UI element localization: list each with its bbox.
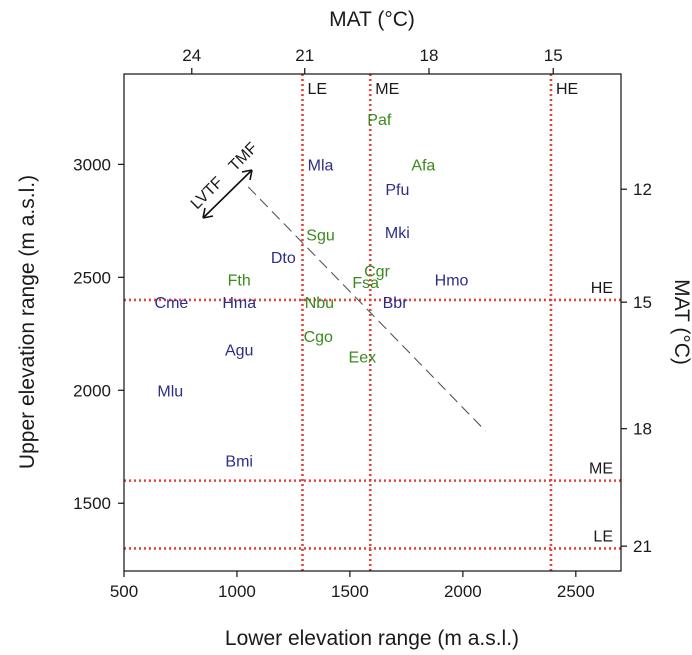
point-label: Fth xyxy=(228,273,251,290)
point-label: Mlu xyxy=(157,383,183,400)
point-label: Afa xyxy=(411,157,435,174)
right-tick-label: 15 xyxy=(633,293,652,312)
top-axis-title: MAT (°C) xyxy=(329,8,415,31)
gradient-left-label: LVTF xyxy=(188,174,227,213)
point-label: Sgu xyxy=(306,227,334,244)
zone-lines: LE ME HE HE ME LE xyxy=(124,74,621,571)
data-points: Mla Pfu Mki Dto Hmo Cme Hma Bbr Agu Mlu Bmi Paf Afa S… xyxy=(155,112,469,470)
plot-frame xyxy=(123,73,622,572)
zone-label-vertical: ME xyxy=(375,81,399,98)
zone-label-vertical: LE xyxy=(307,81,327,98)
right-tick-label: 12 xyxy=(633,180,652,199)
top-tick-label: 24 xyxy=(182,46,201,65)
gradient-right-label: TMF xyxy=(226,139,261,174)
point-label: Cgr xyxy=(364,264,390,281)
zone-label-horizontal: LE xyxy=(593,528,613,545)
point-label: Agu xyxy=(225,343,253,360)
point-label: Paf xyxy=(367,112,392,129)
axes: 500 1000 1500 2000 2500 1500 2000 2500 3000 24 21 1… xyxy=(73,46,652,601)
point-label: Hmo xyxy=(435,273,469,290)
x-axis-title: Lower elevation range (m a.s.l.) xyxy=(225,627,519,650)
zone-label-horizontal: ME xyxy=(589,461,613,478)
y-tick-label: 3000 xyxy=(73,155,111,174)
point-label: Mki xyxy=(385,225,410,242)
gradient-dashed-line xyxy=(247,186,486,432)
x-tick-label: 1000 xyxy=(218,582,256,601)
y-tick-label: 1500 xyxy=(73,494,111,513)
top-tick-label: 15 xyxy=(544,46,563,65)
y-axis-title: Upper elevation range (m a.s.l.) xyxy=(16,175,39,469)
point-label: Bbr xyxy=(383,295,409,312)
arrow-head-right-icon xyxy=(241,169,253,181)
x-tick-label: 1500 xyxy=(331,582,369,601)
right-tick-label: 18 xyxy=(633,420,652,439)
right-tick-label: 21 xyxy=(633,537,652,556)
x-tick-label: 2000 xyxy=(444,582,482,601)
point-label: Hma xyxy=(222,295,256,312)
point-label: Bmi xyxy=(225,453,253,470)
point-label: Nbu xyxy=(305,295,334,312)
y-tick-label: 2500 xyxy=(73,268,111,287)
y-tick-label: 2000 xyxy=(73,381,111,400)
point-label: Cme xyxy=(155,295,189,312)
point-label: Cgo xyxy=(304,329,333,346)
point-label: Eex xyxy=(349,349,377,366)
zone-label-vertical: HE xyxy=(556,81,578,98)
right-axis-title: MAT (°C) xyxy=(670,279,692,365)
point-label: Pfu xyxy=(385,182,409,199)
top-tick-label: 21 xyxy=(295,46,314,65)
gradient-arrow-line xyxy=(202,169,253,219)
x-tick-label: 500 xyxy=(110,582,138,601)
zone-label-horizontal: HE xyxy=(591,280,613,297)
point-label: Fsa xyxy=(352,275,379,292)
point-label: Dto xyxy=(271,250,296,267)
arrow-head-left-icon xyxy=(202,207,214,219)
x-tick-label: 2500 xyxy=(557,582,595,601)
top-tick-label: 18 xyxy=(420,46,439,65)
point-label: Mla xyxy=(308,157,334,174)
